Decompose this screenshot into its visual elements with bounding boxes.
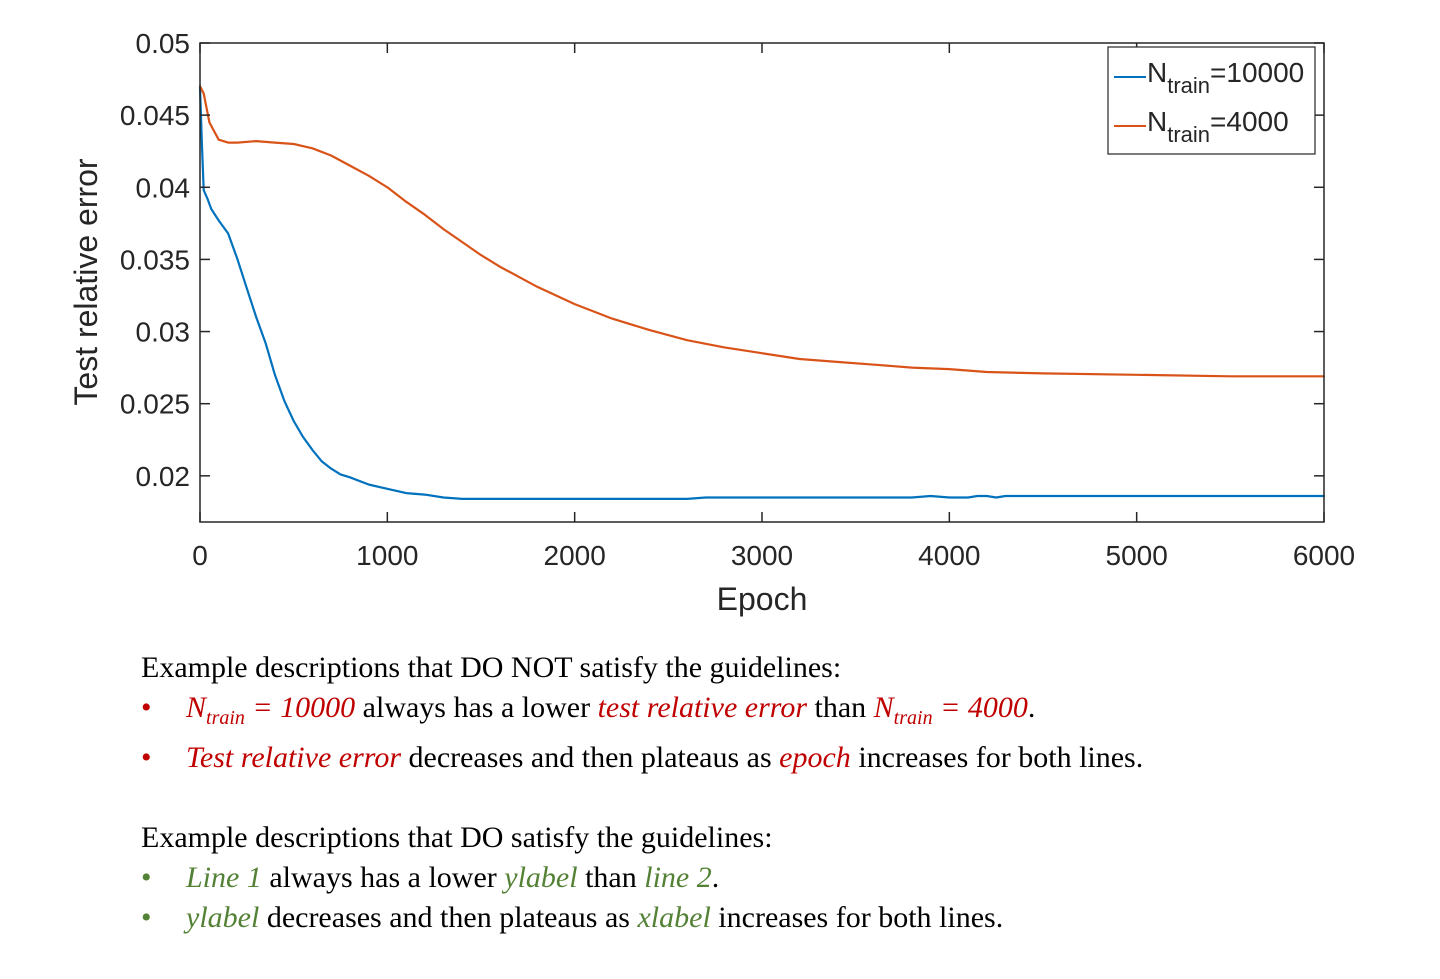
term-rest: = 4000 [932,691,1028,724]
negative-examples-list: • Ntrain = 10000 always has a lower test… [141,688,1401,778]
highlight-term: epoch [779,741,851,774]
positive-examples-heading: Example descriptions that DO satisfy the… [141,821,773,854]
plain-text: . [1027,691,1036,724]
plain-text: increases for both lines. [710,901,1004,934]
negative-example-2: • Test relative error decreases and then… [141,738,1401,778]
legend: Ntrain=10000 Ntrain=4000 [1107,46,1316,155]
legend-label-sub: train [1167,73,1210,98]
y-tick-label: 0.05 [136,28,191,59]
highlight-term: ylabel [504,861,578,894]
bullet: • [141,741,152,774]
x-tick-label: 4000 [918,540,980,571]
x-tick-label: 1000 [356,540,418,571]
x-tick-label: 5000 [1106,540,1168,571]
bullet: • [141,901,152,934]
highlight-term: Ntrain = 4000 [873,691,1028,729]
bullet: • [141,691,152,724]
y-tick-label: 0.03 [136,317,191,348]
positive-example-2: • ylabel decreases and then plateaus as … [141,898,1401,938]
y-axis-title: Test relative error [68,158,104,406]
guideline-examples: Example descriptions that DO NOT satisfy… [141,648,1401,938]
plain-text: always has a lower [261,861,505,894]
legend-label-sub: train [1167,122,1210,147]
ticks-layer: 0 1000 2000 3000 4000 5000 6000 0.02 0.025 0.03 0.… [120,28,1355,571]
legend-box [1107,46,1316,155]
legend-label-main: N [1147,57,1167,88]
y-tick-label: 0.025 [120,389,190,420]
plain-text: decreases and then plateaus as [259,901,638,934]
series-line-n-train-10000 [198,85,1326,500]
positive-example-1: • Line 1 always has a lower ylabel than … [141,858,1401,898]
legend-label-ntrain-4000: Ntrain=4000 [1147,106,1289,147]
x-tick-label: 0 [192,540,208,571]
plain-text: decreases and then plateaus as [401,741,780,774]
term-rest: = 10000 [244,691,356,724]
legend-label-suffix: =4000 [1210,106,1289,137]
plain-text: increases for both lines. [850,741,1144,774]
negative-example-1: • Ntrain = 10000 always has a lower test… [141,688,1401,738]
plain-text: always has a lower [355,691,598,724]
plain-text: than [807,691,874,724]
highlight-term: Line 1 [186,861,262,894]
positive-examples-list: • Line 1 always has a lower ylabel than … [141,858,1401,938]
y-tick-label: 0.04 [136,172,191,203]
highlight-term: xlabel [637,901,711,934]
legend-label-main: N [1147,106,1167,137]
highlight-term: line 2 [644,861,712,894]
x-tick-label: 3000 [731,540,793,571]
negative-examples-heading: Example descriptions that DO NOT satisfy… [141,651,842,684]
x-tick-label: 2000 [544,540,606,571]
y-tick-label: 0.035 [120,244,190,275]
x-tick-label: 6000 [1293,540,1355,571]
term-main: N [873,691,894,724]
highlight-term: Ntrain = 10000 [186,691,356,729]
series-line-n-train-4000 [198,85,1326,378]
series-layer [198,85,1326,500]
term-sub: train [893,707,933,729]
legend-label-ntrain-10000: Ntrain=10000 [1147,57,1304,98]
highlight-term: test relative error [597,691,807,724]
y-tick-label: 0.02 [136,461,191,492]
x-axis-title: Epoch [717,581,808,617]
plain-text: than [577,861,645,894]
line-chart: 0 1000 2000 3000 4000 5000 6000 0.02 0.025 0.03 0.… [68,28,1355,617]
term-sub: train [206,707,245,729]
plain-text: . [711,861,720,894]
highlight-term: ylabel [186,901,260,934]
highlight-term: Test relative error [186,741,401,774]
term-main: N [186,691,207,724]
y-tick-label: 0.045 [120,100,190,131]
legend-label-suffix: =10000 [1210,57,1304,88]
bullet: • [141,861,152,894]
